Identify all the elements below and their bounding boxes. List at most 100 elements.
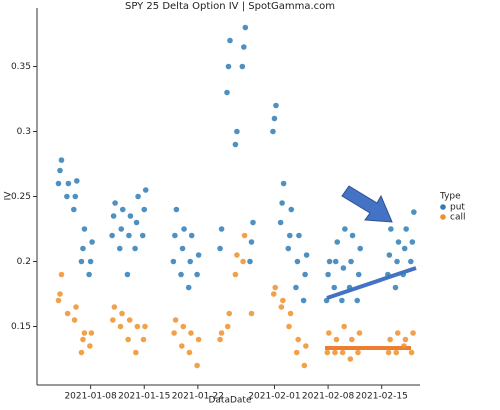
point [133,219,140,226]
legend-label: put [450,203,465,213]
point [333,336,340,343]
point [303,343,309,349]
point [347,356,354,362]
point [64,310,71,317]
point [58,271,65,278]
point [348,258,354,265]
point [286,232,293,239]
point [81,226,88,232]
point [339,297,345,304]
point [270,128,276,135]
point [392,284,399,291]
point [385,271,391,278]
point [181,226,187,232]
point [171,330,177,336]
point [126,232,132,239]
point [339,349,346,356]
legend-marker [440,214,446,220]
point [408,349,415,356]
point [140,336,147,343]
point [385,349,392,356]
point [188,232,195,239]
point [285,245,292,252]
point [401,343,407,349]
point [294,258,301,265]
point [240,258,246,265]
point [134,323,141,330]
point [55,297,62,304]
x-tick-label: 2021-01-15 [118,392,170,402]
point [394,258,400,265]
point [293,349,300,356]
point [395,239,402,245]
point [278,304,285,310]
point [303,252,310,258]
point [387,336,393,343]
point [234,252,240,258]
y-tick-label: 0.2 [17,257,31,267]
point [88,330,95,336]
point [87,258,94,265]
point [87,343,93,349]
point [57,167,63,174]
point [280,297,286,304]
point [349,336,355,343]
point [72,193,79,200]
point [293,284,299,291]
legend-label: call [450,213,465,223]
x-tick-label: 2021-02-15 [356,392,408,402]
point [296,232,302,239]
point [65,180,72,187]
point [248,239,255,245]
point [78,258,85,265]
point [342,226,348,232]
point [349,232,356,239]
point [286,323,292,330]
y-tick-label: 0.25 [11,192,31,202]
point [409,239,416,245]
point [241,44,247,50]
point [332,349,338,356]
point [135,193,141,200]
point [239,63,246,70]
point [356,330,363,336]
point [71,206,77,213]
point [127,213,134,219]
point [172,317,179,323]
point [188,330,194,336]
point [279,200,285,206]
point [226,310,233,317]
point [354,297,361,304]
point [112,200,118,206]
point [141,206,148,213]
point [185,284,192,291]
point [323,297,330,304]
point [331,284,338,291]
point [341,323,347,330]
point [411,209,417,215]
point [173,206,180,213]
x-tick-label: 2021-01-22 [172,392,224,402]
point [57,291,63,297]
point [332,258,339,265]
point [386,252,393,258]
point [388,226,394,232]
point [247,258,253,265]
point [408,258,414,265]
point [272,284,279,291]
chart-title: SPY 25 Delta Option IV | SpotGamma.com [125,1,335,12]
point [180,323,187,330]
arrow [341,185,393,223]
legend-title: Type [439,192,461,202]
point [73,304,79,310]
point [271,115,278,122]
legend-marker [440,204,446,210]
point [179,245,186,252]
point [355,271,362,278]
point [124,271,131,278]
point [170,258,177,265]
point [403,226,409,232]
point [86,271,92,278]
